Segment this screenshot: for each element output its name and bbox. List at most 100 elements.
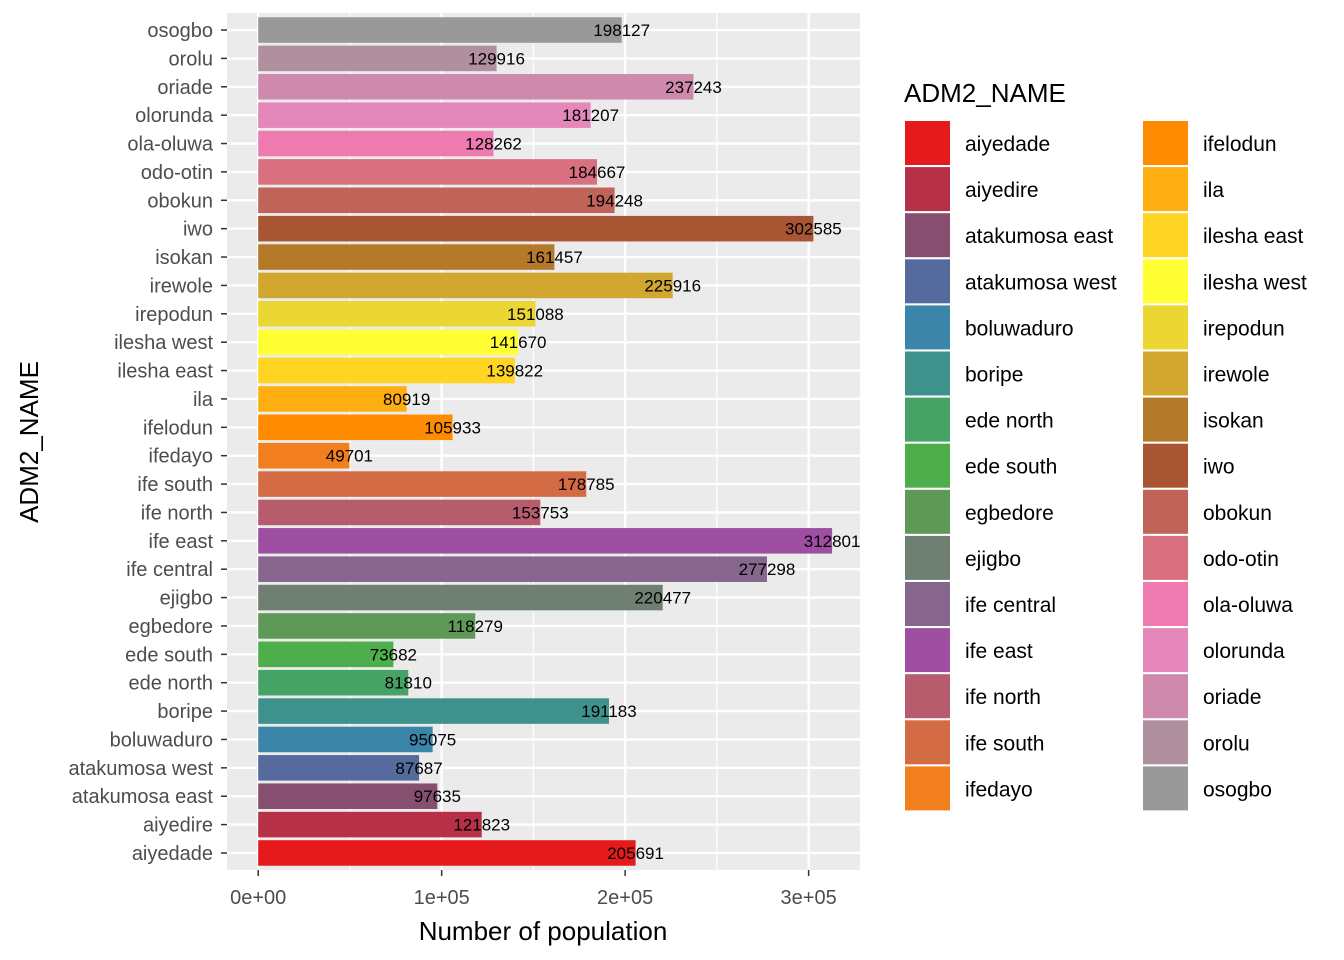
bar-egbedore bbox=[258, 613, 476, 639]
legend-key bbox=[1143, 720, 1188, 765]
bar-irewole bbox=[258, 272, 673, 299]
legend-label: oriade bbox=[1203, 686, 1261, 709]
bar-ola-oluwa bbox=[258, 130, 494, 157]
bar-value-label: 128262 bbox=[465, 135, 522, 154]
y-tick-label: ede north bbox=[128, 673, 213, 695]
bar-osogbo bbox=[258, 17, 622, 43]
y-tick-label: ifedayo bbox=[149, 446, 214, 468]
y-tick-label: aiyedade bbox=[132, 843, 213, 865]
bar-aiyedade bbox=[258, 840, 636, 866]
legend-label: irewole bbox=[1203, 364, 1270, 387]
bar-boripe bbox=[258, 698, 609, 724]
legend-label: orolu bbox=[1203, 732, 1250, 755]
legend-label: obokun bbox=[1203, 502, 1272, 525]
y-tick-label: odo-otin bbox=[141, 162, 213, 184]
legend-key bbox=[1143, 582, 1188, 626]
y-tick-label: ola-oluwa bbox=[127, 134, 213, 156]
bar-boluwaduro bbox=[258, 726, 433, 753]
bar-irepodun bbox=[258, 301, 536, 327]
bar-value-label: 80919 bbox=[383, 390, 430, 409]
bar-value-label: 151088 bbox=[507, 305, 564, 324]
bar-value-label: 312801 bbox=[804, 532, 861, 551]
y-axis: aiyedade aiyedire atakumosa east atakumosa … bbox=[68, 20, 227, 865]
bar-ede-south bbox=[258, 641, 394, 668]
x-tick-label: 0e+00 bbox=[230, 887, 286, 909]
bar-value-label: 194248 bbox=[586, 191, 643, 210]
y-tick-label: egbedore bbox=[128, 616, 213, 638]
legend-label: isokan bbox=[1203, 410, 1264, 433]
legend-label: aiyedade bbox=[965, 133, 1050, 156]
y-tick-label: ede south bbox=[125, 644, 213, 666]
bar-atakumosa-east bbox=[258, 783, 438, 809]
bar-orolu bbox=[258, 45, 497, 72]
y-tick-label: iwo bbox=[183, 219, 213, 241]
legend-key bbox=[905, 121, 950, 165]
bar-odo-otin bbox=[258, 159, 598, 185]
bar-ilesha-east bbox=[258, 357, 515, 384]
bar-value-label: 105933 bbox=[424, 418, 481, 437]
bar-ila bbox=[258, 386, 407, 412]
legend-label: ila bbox=[1203, 179, 1224, 202]
legend-key bbox=[1143, 213, 1188, 258]
bar-value-label: 184667 bbox=[569, 163, 626, 182]
bar-atakumosa-west bbox=[258, 755, 420, 781]
bar-ilesha-west bbox=[258, 329, 519, 355]
bar-value-label: 237243 bbox=[665, 78, 722, 97]
y-tick-label: osogbo bbox=[147, 20, 213, 42]
y-tick-label: isokan bbox=[155, 247, 213, 269]
bar-obokun bbox=[258, 187, 615, 214]
bar-isokan bbox=[258, 244, 555, 270]
legend-label: iwo bbox=[1203, 456, 1235, 479]
legend-key bbox=[1143, 397, 1188, 442]
bar-value-label: 191183 bbox=[581, 702, 636, 721]
bar-value-label: 153753 bbox=[512, 503, 569, 522]
bar-value-label: 81810 bbox=[385, 674, 432, 693]
x-tick-label: 3e+05 bbox=[781, 887, 837, 909]
bar-ife-east bbox=[258, 528, 833, 554]
legend-label: ifelodun bbox=[1203, 133, 1277, 156]
legend-key bbox=[905, 213, 950, 258]
legend-label: ife east bbox=[965, 640, 1033, 663]
legend-label: irepodun bbox=[1203, 317, 1285, 340]
legend-key bbox=[1143, 305, 1188, 350]
x-axis-title: Number of population bbox=[419, 916, 668, 946]
bar-ife-central bbox=[258, 556, 767, 582]
legend-key bbox=[1143, 628, 1188, 673]
bar-iwo bbox=[258, 215, 814, 242]
legend-key bbox=[1143, 489, 1188, 534]
x-tick-label: 2e+05 bbox=[597, 887, 653, 909]
legend-key bbox=[905, 535, 950, 580]
bar-value-label: 73682 bbox=[370, 645, 417, 664]
legend-label: ifedayo bbox=[965, 778, 1033, 801]
y-tick-label: ife east bbox=[149, 531, 214, 553]
bar-ifedayo bbox=[258, 442, 350, 469]
bar-value-label: 97635 bbox=[414, 787, 461, 806]
legend-key bbox=[1143, 766, 1188, 811]
y-tick-label: boripe bbox=[157, 701, 213, 723]
x-tick-label: 1e+05 bbox=[414, 887, 470, 909]
y-tick-label: irewole bbox=[150, 275, 213, 297]
bar-value-label: 220477 bbox=[634, 589, 691, 608]
bar-value-label: 121823 bbox=[453, 816, 510, 835]
legend-label: ede south bbox=[965, 456, 1057, 479]
y-tick-label: irepodun bbox=[135, 304, 213, 326]
bar-value-label: 49701 bbox=[326, 447, 373, 466]
y-tick-label: ilesha east bbox=[117, 361, 213, 383]
legend-label: ede north bbox=[965, 410, 1054, 433]
bar-ifelodun bbox=[258, 414, 453, 441]
y-tick-label: obokun bbox=[147, 190, 213, 212]
bar-ife-north bbox=[258, 499, 541, 526]
bar-value-label: 129916 bbox=[468, 49, 525, 68]
bar-value-label: 139822 bbox=[486, 362, 543, 381]
legend-key bbox=[1143, 535, 1188, 580]
legend-key bbox=[905, 489, 950, 534]
bar-value-label: 141670 bbox=[490, 333, 547, 352]
bar-value-labels: 205691 121823 97635 87687 95075 191183 81810 73… bbox=[326, 21, 861, 863]
legend-label: boluwaduro bbox=[965, 317, 1074, 340]
bar-value-label: 118279 bbox=[447, 617, 502, 636]
legend-label: ife south bbox=[965, 732, 1044, 755]
x-axis: 0e+00 1e+05 2e+05 3e+05 bbox=[230, 870, 837, 909]
legend-key bbox=[1143, 674, 1188, 719]
legend-label: osogbo bbox=[1203, 778, 1272, 801]
